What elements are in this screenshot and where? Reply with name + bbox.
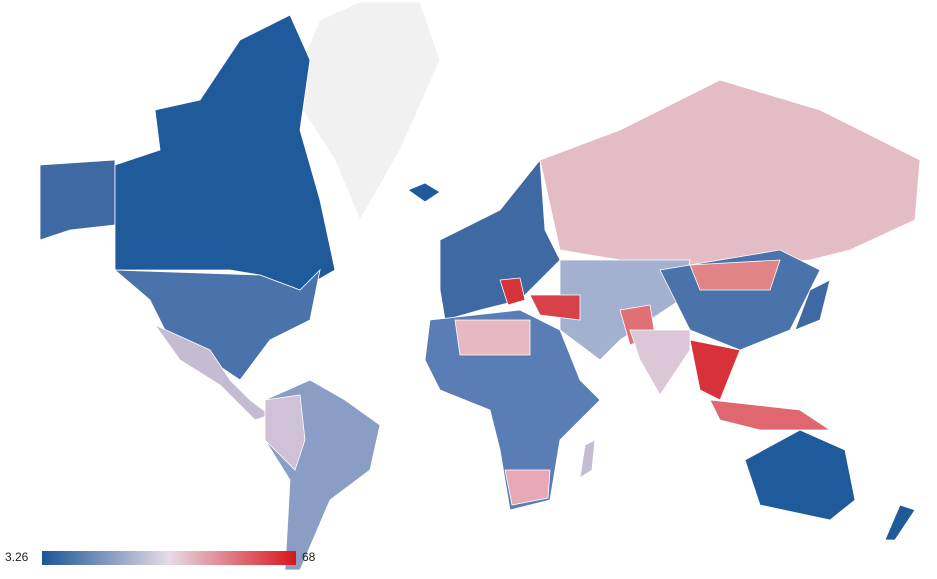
japan [794, 279, 831, 331]
andes [264, 394, 306, 471]
new-zealand [884, 504, 916, 541]
indonesia [709, 399, 832, 431]
india [629, 329, 691, 396]
iceland [407, 182, 441, 203]
africa [424, 309, 601, 511]
legend-min: 3.26 [5, 550, 29, 564]
balkans [499, 277, 526, 306]
alaska [39, 159, 116, 241]
north-africa [454, 319, 531, 356]
greenland [289, 1, 441, 221]
united-states [113, 268, 321, 381]
countries [39, 1, 921, 571]
southeast-asia [689, 339, 741, 401]
mongolia [689, 259, 781, 291]
legend-gradient [42, 551, 296, 565]
legend-max: 68 [302, 550, 316, 564]
canada [114, 14, 336, 291]
australia [744, 429, 856, 521]
southern-africa [504, 469, 551, 506]
color-legend: 3.26 68 [5, 550, 316, 565]
russia [539, 79, 921, 271]
madagascar [579, 439, 596, 479]
turkey-syria [529, 294, 581, 321]
europe [439, 158, 561, 321]
